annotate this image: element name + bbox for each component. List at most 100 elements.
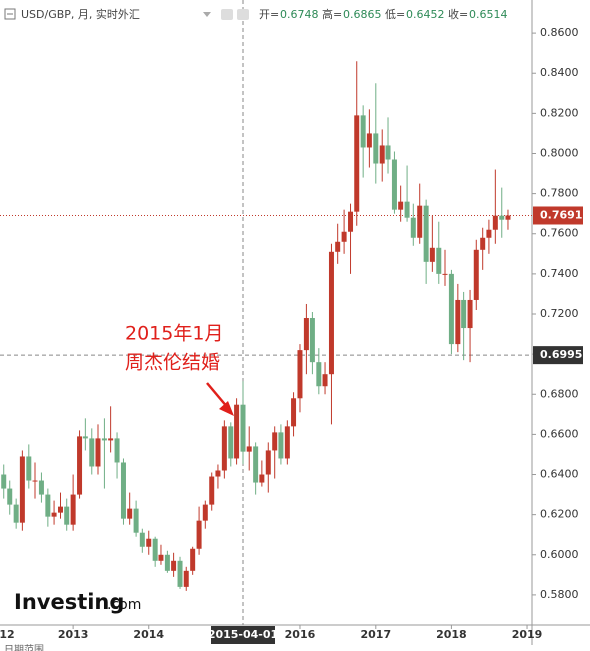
candle-body [45,494,51,517]
candle-body [423,205,429,262]
x-tick-label: 2013 [58,628,89,641]
candle-body [278,432,284,459]
candle-body [120,462,126,519]
candle-body [171,560,177,571]
candle-body [202,504,208,521]
candle-body [373,133,379,164]
candle-body [385,145,391,160]
candle-body [473,249,479,300]
candle-body [328,251,334,375]
x-tick-label: 2014 [133,628,164,641]
candle-body [183,570,189,587]
candle-body [234,404,240,459]
candle-body [77,436,83,495]
y-tick-label: 0.7200 [540,307,579,320]
candle-body [505,215,511,220]
logo-suffix: .com [107,597,141,613]
candle-body [196,520,202,549]
candle-body [291,398,297,427]
candle-body [38,480,44,495]
open-label: 开= [259,8,279,21]
candle-body [89,438,95,467]
candle-body [366,133,372,148]
candle-body [391,159,397,210]
candle-body [436,247,442,274]
candle-body [316,362,322,387]
candle-body [354,115,360,212]
candle-body [221,426,227,471]
candle-body [480,237,486,250]
crosshair-y-label: 0.6995 [540,348,582,361]
candle-body [133,508,139,533]
candle-body [164,554,170,571]
annotation-text: 周杰伦结婚 [125,352,220,374]
candle-body [209,476,215,505]
candle-body [7,488,13,505]
candle-body [146,538,152,547]
x-tick-label: 12 [0,628,15,641]
candle-body [82,436,88,439]
last-price-box [533,206,583,225]
candle-body [177,560,183,587]
plot [0,0,532,625]
candle-body [455,299,461,345]
x-tick-label: 2017 [360,628,391,641]
candle-body [259,474,265,483]
candle-body [404,201,410,218]
candle-body [467,299,473,329]
y-tick-label: 0.6600 [540,427,579,440]
footer-date-range[interactable]: 日期范围 [4,643,44,651]
annotation-text: 2015年1月 [125,323,223,345]
crosshair-y-box [533,346,583,365]
candle-body [322,374,328,387]
candle-body [114,438,120,463]
candle-body [348,211,354,232]
x-tick-label: 2019 [512,628,543,641]
candle-body [303,318,309,351]
candle-body [448,273,454,345]
candle-body [240,404,246,452]
candle-body [51,512,57,517]
low-value: 0.6452 [406,8,445,21]
last-price-label: 0.7691 [540,208,582,221]
y-tick-label: 0.6800 [540,387,579,400]
candle-body [492,215,498,230]
y-tick-label: 0.6200 [540,508,579,521]
candle-body [32,480,38,482]
candle-body [272,432,278,451]
symbol-title: USD/GBP, 月, 实时外汇 [21,7,140,21]
candle-body [127,508,133,519]
candle-body [152,538,158,561]
y-tick-label: 0.8600 [540,26,579,39]
y-tick-label: 0.6400 [540,468,579,481]
dropdown-icon[interactable] [203,12,211,17]
x-tick-label: 2016 [285,628,316,641]
candle-body [13,504,19,523]
candle-body [158,554,164,561]
close-icon[interactable] [237,9,249,20]
candle-body [101,438,107,441]
high-label: 高= [322,7,342,21]
candle-body [379,145,385,164]
candle-body [26,456,32,481]
candle-body [442,273,448,275]
y-tick-label: 0.8000 [540,146,579,159]
y-tick-label: 0.6000 [540,548,579,561]
y-tick-label: 0.8200 [540,106,579,119]
candle-body [410,217,416,238]
candle-body [215,470,221,477]
y-tick-label: 0.8400 [540,66,579,79]
candle-body [228,426,234,459]
x-tick-label: 2018 [436,628,467,641]
collapse-icon[interactable] [4,8,16,20]
candle-body [461,299,467,329]
candle-body [486,229,492,238]
settings-icon[interactable] [221,9,233,20]
open-value: 0.6748 [280,8,319,21]
crosshair-x-label: 2015-04-01 [208,628,278,641]
candle-body [253,446,259,483]
candle-body [499,215,505,220]
candle-body [297,350,303,399]
